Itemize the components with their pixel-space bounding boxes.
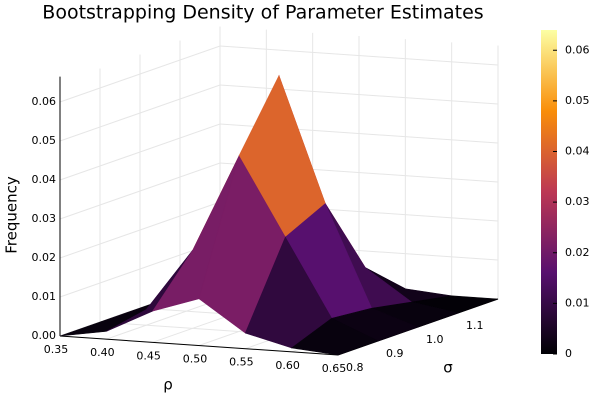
colorbar-tick-label: 0: [565, 347, 572, 360]
z-axis-label: Frequency: [3, 176, 21, 254]
z-tick-label: 0.06: [32, 95, 57, 108]
chart-title: Bootstrapping Density of Parameter Estim…: [42, 2, 483, 24]
x-tick-label: 0.35: [44, 343, 69, 356]
colorbar: [541, 30, 557, 354]
z-tick-label: 0.04: [32, 173, 57, 186]
x-tick-label: 0.45: [136, 349, 161, 362]
y-tick-label: 1.0: [426, 333, 444, 346]
x-tick-label: 0.60: [275, 359, 300, 372]
colorbar-tick-label: 0.02: [565, 246, 590, 259]
x-tick-label: 0.50: [183, 353, 208, 366]
z-tick-label: 0.03: [32, 212, 57, 225]
z-tick-label: 0.05: [32, 134, 57, 147]
colorbar-tick-label: 0.05: [565, 94, 590, 107]
colorbar-tick-label: 0.01: [565, 296, 590, 309]
colorbar-tick-label: 0.03: [565, 195, 590, 208]
z-tick-label: 0.00: [32, 329, 57, 342]
y-tick-label: 1.1: [466, 319, 484, 332]
surface-patch: [59, 309, 147, 337]
colorbar-tick-label: 0.04: [565, 145, 590, 158]
z-tick-label: 0.02: [32, 251, 57, 264]
colorbar-tick-label: 0.06: [565, 43, 590, 56]
y-tick-label: 0.8: [346, 361, 364, 374]
y-axis-label: σ: [443, 359, 453, 377]
x-axis-label: ρ: [163, 376, 173, 394]
x-tick-label: 0.65: [322, 362, 347, 375]
surface-patch: [290, 317, 379, 356]
x-tick-label: 0.40: [90, 346, 115, 359]
axis-line: [59, 335, 339, 356]
y-tick-label: 0.9: [386, 347, 404, 360]
x-tick-label: 0.55: [229, 356, 254, 369]
z-tick-label: 0.01: [32, 290, 57, 303]
